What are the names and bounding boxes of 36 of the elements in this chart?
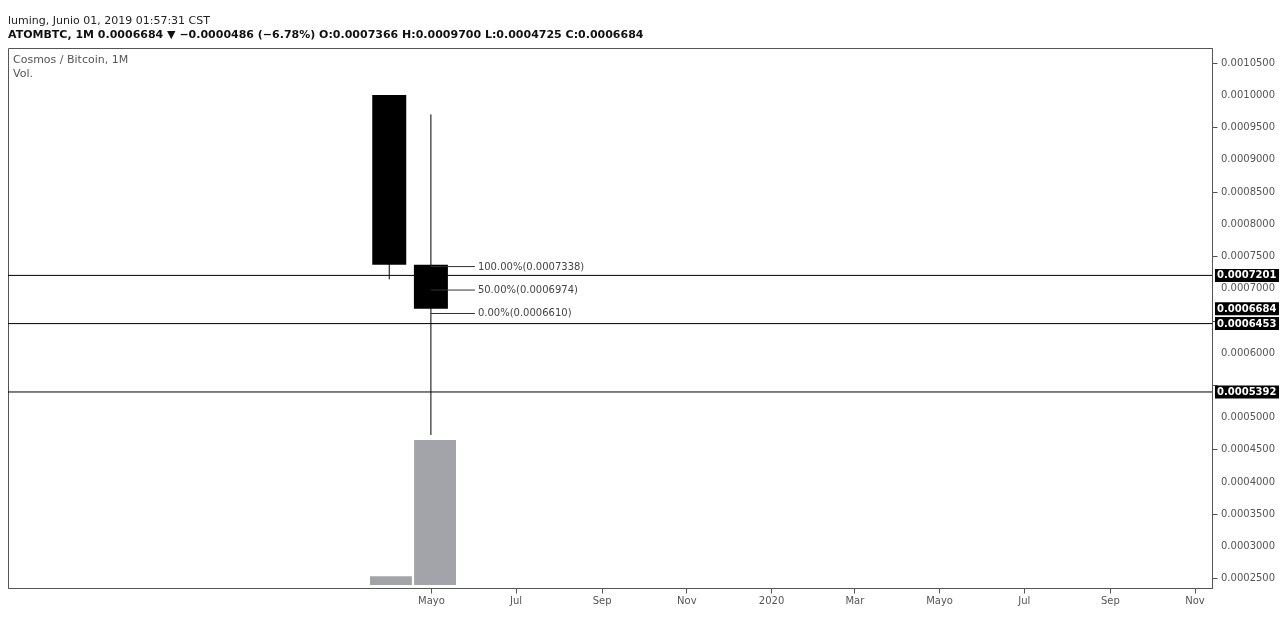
chart-title: luming, Junio 01, 2019 01:57:31 CST (8, 14, 211, 27)
text: 0.0006684 (1217, 302, 1277, 314)
y-tick-label: 0.0004500 (1221, 443, 1276, 455)
x-tick-label: 2020 (758, 594, 785, 606)
y-tick-label: 0.0009500 (1221, 121, 1276, 133)
y-tick-label: 0.0003000 (1221, 540, 1276, 552)
annotation: Vol. (13, 67, 33, 80)
x-tick-label: Sep (592, 594, 612, 606)
y-tick-label: 0.0009000 (1221, 153, 1276, 165)
ref-line-label: 0.0005392 (1217, 385, 1277, 397)
annotation: 100.00%(0.0007338) (477, 260, 585, 272)
x-tick-label: Jul (1017, 594, 1031, 606)
y-tick-label: 0.0010000 (1221, 89, 1276, 101)
x-tick-label: Nov (677, 594, 697, 606)
ref-line-label: 0.0007201 (1217, 269, 1277, 281)
y-tick-label: 0.0005000 (1221, 411, 1276, 423)
x-tick-label: Sep (1100, 594, 1120, 606)
x-tick-label: Mayo (418, 594, 445, 606)
y-tick-label: 0.0010500 (1221, 56, 1276, 68)
ref-line-label: 0.0006453 (1217, 317, 1277, 329)
annotation: 0.00%(0.0006610) (477, 307, 572, 319)
x-tick-label: Mar (845, 594, 866, 606)
x-tick-label: Nov (1185, 594, 1205, 606)
y-tick-label: 0.0008000 (1221, 217, 1276, 229)
x-tick-label: Jul (509, 594, 523, 606)
y-tick-label: 0.0008500 (1221, 185, 1276, 197)
chart-subtitle: ATOMBTC, 1M 0.0006684 ▼ −0.0000486 (−6.78%) O:0.0007366 H:0.0009700 L:0.0004725 C:0.0006684 (8, 28, 644, 41)
annotation: Cosmos / Bitcoin, 1M (13, 53, 129, 66)
y-tick-label: 0.0003500 (1221, 507, 1276, 519)
x-tick-label: Mayo (926, 594, 953, 606)
y-tick-label: 0.0004000 (1221, 475, 1276, 487)
y-tick-label: 0.0006000 (1221, 346, 1276, 358)
y-tick-label: 0.0002500 (1221, 572, 1276, 584)
y-tick-label: 0.0007000 (1221, 282, 1276, 294)
annotation: 50.00%(0.0006974) (477, 284, 579, 296)
y-tick-label: 0.0007500 (1221, 250, 1276, 262)
